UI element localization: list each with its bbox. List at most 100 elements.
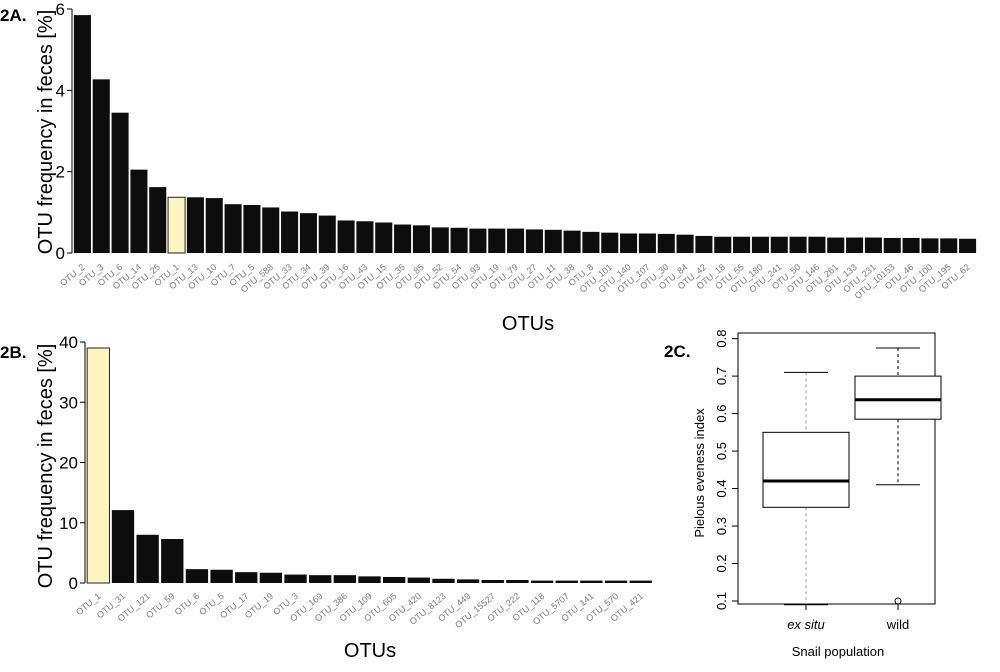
y-tick-label: 0.7 [714,367,729,385]
bar-otu-231 [864,237,882,253]
bar-otu-140 [620,233,638,253]
y-tick-label: 20 [59,454,78,473]
bar-otu-27 [525,229,543,253]
bar-otu-8123 [432,578,455,583]
panel-a: 2A. OTU frequency in feces [%] OTUs 0 2 4 6… [0,0,977,335]
bar-otu-93 [469,228,487,253]
y-tick-label: 40 [59,333,78,352]
bar-otu-133 [846,237,864,253]
y-tick-label: 0 [69,574,78,593]
bar-otu-46 [902,237,920,253]
panel-c-x-axis-title: Snail population [792,644,885,659]
y-tick-label: 6 [56,0,65,19]
y-tick-label: 10 [59,514,78,533]
bar-otu-109 [358,576,381,583]
bar-otu-43 [356,221,374,253]
bar-otu-10 [205,198,223,253]
bar-otu-39 [318,215,336,253]
bar-otu-5 [210,569,233,583]
bar-otu-195 [940,238,958,253]
bar-otu-10153 [883,237,901,253]
bar-otu-85 [412,225,430,253]
panel-b-plot-area: 010203040OTU_1OTU_31OTU_121OTU_59OTU_6OT… [59,333,652,630]
box-body [762,431,850,508]
bar-otu-121 [136,534,159,583]
bar-otu-3 [92,79,110,253]
bar-otu-107 [638,233,656,253]
bar-otu-118 [530,580,554,583]
bar-otu-588 [262,207,280,253]
bar-otu-6 [111,112,129,253]
panel-b: 2B. OTU frequency in feces [%] OTUs 0 10 2… [0,333,652,662]
y-tick-label: 0.5 [714,442,729,460]
y-tick-label: 0.2 [714,554,729,572]
bar-otu-222 [506,579,529,583]
bar-otu-14 [130,169,148,253]
bar-otu-241 [770,236,788,253]
bar-otu-35 [394,224,412,253]
bar-otu-38 [563,230,581,253]
bar-otu-50 [789,236,807,253]
bar-otu-15527 [481,579,504,583]
bar-otu-16 [337,220,355,253]
box-body [854,375,942,420]
panel-c-y-axis-title: Pielous eveness index [692,408,707,538]
y-tick-label: 4 [56,81,65,100]
plot-frame [737,332,936,605]
bar-otu-54 [450,227,468,253]
x-tick-label: ex situ [787,617,825,632]
y-tick-label: 0.8 [714,330,729,348]
bar-otu-55 [733,236,751,253]
y-tick-label: 30 [59,393,78,412]
bar-otu-18 [714,236,732,253]
panel-b-label: 2B. [0,343,26,362]
box-wild [854,347,942,605]
panel-a-y-axis-title: OTU frequency in feces [%] [35,10,57,255]
bar-otu-84 [676,234,694,253]
bar-otu-6 [185,569,209,583]
bar-otu-8 [582,231,600,253]
bar-otu-386 [333,575,357,583]
bar-otu-100 [921,238,939,253]
bar-otu-19 [259,572,283,583]
bar-otu-62 [959,238,977,253]
y-tick-label: 2 [56,163,65,182]
y-tick-label: 0.1 [714,592,729,610]
bar-otu-570 [604,580,628,583]
panel-c: 2C. Pielous eveness index Snail populati… [664,330,942,659]
panel-a-label: 2A. [0,6,26,25]
panel-b-x-axis-title: OTUs [344,640,396,662]
box-ex-situ [762,371,850,606]
bar-otu-146 [808,236,826,253]
panel-c-plot-area: 0.1 0.2 0.3 0.4 0.5 0.6 0.7 0.8 ex situ wild [714,330,942,632]
bar-otu-101 [601,232,619,253]
x-tick-label: wild [886,617,909,632]
bar-otu-1 [86,347,110,584]
bar-otu-13 [186,197,204,253]
bar-otu-33 [281,211,299,253]
bar-otu-1 [167,196,186,254]
outlier-point [894,597,902,605]
bar-otu-34 [299,213,317,253]
bar-otu-52 [431,227,449,253]
y-tick-label: 0.3 [714,517,729,535]
panel-b-y-axis-title: OTU frequency in feces [%] [35,344,57,589]
bar-otu-141 [580,580,603,583]
bar-otu-5707 [555,580,578,583]
bar-otu-59 [161,539,184,583]
y-tick-label: 0.4 [714,480,729,498]
panel-c-label: 2C. [664,342,690,361]
bar-otu-449 [456,579,480,583]
bar-otu-42 [695,235,713,253]
bar-otu-30 [657,233,675,253]
bar-otu-31 [111,510,135,583]
bar-otu-3 [284,574,307,583]
bar-otu-421 [629,580,652,583]
y-tick-label: 0 [56,244,65,263]
bar-otu-169 [309,575,332,583]
bar-otu-25 [149,187,167,253]
bar-otu-79 [507,228,525,253]
bar-otu-5 [243,205,261,253]
x-tick-label: OTU_6 [173,591,202,617]
